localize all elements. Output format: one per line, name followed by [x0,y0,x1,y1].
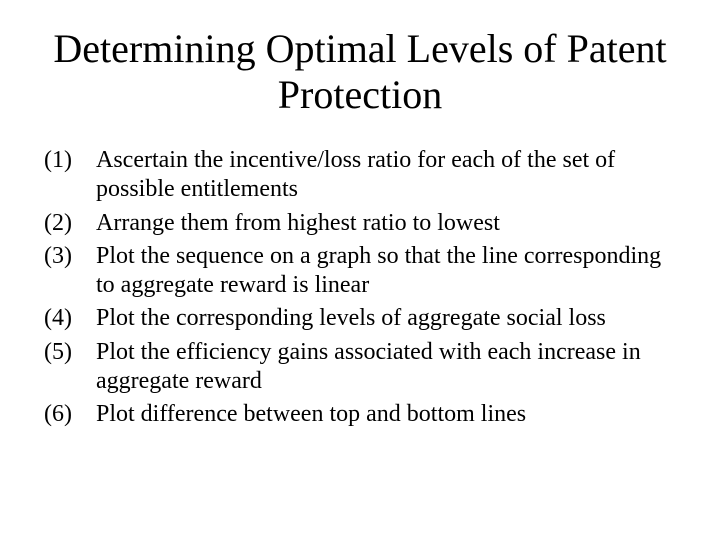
list-item: Plot difference between top and bottom l… [44,400,676,429]
list-item: Ascertain the incentive/loss ratio for e… [44,146,676,205]
list-item: Arrange them from highest ratio to lowes… [44,209,676,238]
list-item: Plot the corresponding levels of aggrega… [44,304,676,333]
slide-title: Determining Optimal Levels of Patent Pro… [44,26,676,118]
list-item: Plot the sequence on a graph so that the… [44,242,676,301]
slide: Determining Optimal Levels of Patent Pro… [0,0,720,540]
list-item: Plot the efficiency gains associated wit… [44,338,676,397]
numbered-list: Ascertain the incentive/loss ratio for e… [44,146,676,429]
